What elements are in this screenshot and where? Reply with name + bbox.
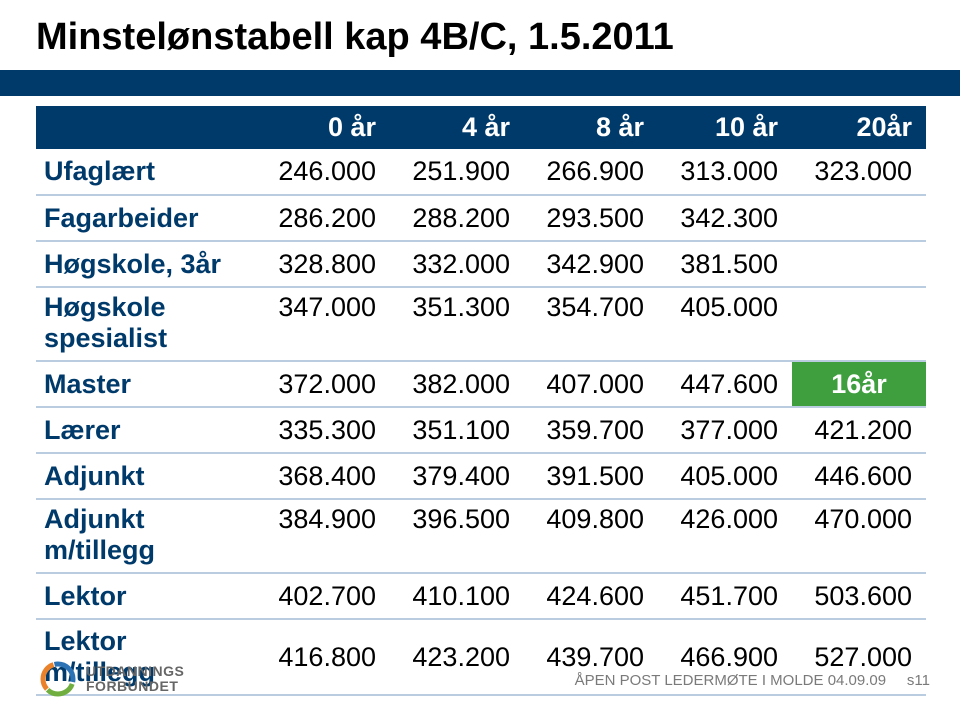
table-cell: 323.000 bbox=[792, 149, 926, 195]
row-label: Lektor bbox=[36, 573, 256, 619]
table-cell: 351.300 bbox=[390, 287, 524, 361]
table-row: Høgskolespesialist347.000351.300354.7004… bbox=[36, 287, 926, 361]
table-cell: 384.900 bbox=[256, 499, 390, 573]
table-cell bbox=[792, 287, 926, 361]
table-cell: 359.700 bbox=[524, 407, 658, 453]
footer-note: ÅPEN POST LEDERMØTE I MOLDE 04.09.09 bbox=[575, 672, 887, 689]
table-cell: 409.800 bbox=[524, 499, 658, 573]
table-cell: 379.400 bbox=[390, 453, 524, 499]
col-header: 10 år bbox=[658, 106, 792, 149]
highlight-badge: 16år bbox=[792, 362, 926, 406]
row-label: Master bbox=[36, 361, 256, 407]
table-cell: 424.600 bbox=[524, 573, 658, 619]
table-cell: 407.000 bbox=[524, 361, 658, 407]
col-header: 4 år bbox=[390, 106, 524, 149]
table-cell: 335.300 bbox=[256, 407, 390, 453]
table-cell: 447.600 bbox=[658, 361, 792, 407]
table-cell: 286.200 bbox=[256, 195, 390, 241]
logo-icon bbox=[40, 661, 76, 697]
logo-line1: UTDANNINGS bbox=[86, 664, 184, 679]
table-cell: 332.000 bbox=[390, 241, 524, 287]
table-cell: 342.900 bbox=[524, 241, 658, 287]
table-cell-badge: 16år bbox=[792, 361, 926, 407]
table-cell: 410.100 bbox=[390, 573, 524, 619]
table-row: Master372.000382.000407.000447.60016år bbox=[36, 361, 926, 407]
table-cell: 503.600 bbox=[792, 573, 926, 619]
table-cell: 405.000 bbox=[658, 287, 792, 361]
salary-table: 0 år4 år8 år10 år20årUfaglært246.000251.… bbox=[36, 106, 924, 696]
col-header: 0 år bbox=[256, 106, 390, 149]
slide-footer: UTDANNINGS FORBUNDET ÅPEN POST LEDERMØTE… bbox=[0, 655, 960, 699]
table-cell: 368.400 bbox=[256, 453, 390, 499]
table-cell: 381.500 bbox=[658, 241, 792, 287]
table-cell: 293.500 bbox=[524, 195, 658, 241]
table-cell: 246.000 bbox=[256, 149, 390, 195]
logo-line2: FORBUNDET bbox=[86, 679, 184, 694]
table-cell bbox=[792, 195, 926, 241]
page-number: s11 bbox=[907, 672, 930, 689]
table-row: Lektor402.700410.100424.600451.700503.60… bbox=[36, 573, 926, 619]
col-header: 8 år bbox=[524, 106, 658, 149]
table-cell: 377.000 bbox=[658, 407, 792, 453]
table-cell: 347.000 bbox=[256, 287, 390, 361]
table-row: Fagarbeider286.200288.200293.500342.300 bbox=[36, 195, 926, 241]
table-row: Adjunkt368.400379.400391.500405.000446.6… bbox=[36, 453, 926, 499]
row-label: Høgskolespesialist bbox=[36, 287, 256, 361]
table-cell: 342.300 bbox=[658, 195, 792, 241]
logo-text: UTDANNINGS FORBUNDET bbox=[86, 664, 184, 693]
table-cell: 421.200 bbox=[792, 407, 926, 453]
row-label: Adjunkt bbox=[36, 453, 256, 499]
col-header-blank bbox=[36, 106, 256, 149]
table-cell: 396.500 bbox=[390, 499, 524, 573]
table-cell: 446.600 bbox=[792, 453, 926, 499]
table-row: Lærer335.300351.100359.700377.000421.200 bbox=[36, 407, 926, 453]
row-label: Lærer bbox=[36, 407, 256, 453]
table-cell: 405.000 bbox=[658, 453, 792, 499]
row-label: Ufaglært bbox=[36, 149, 256, 195]
row-label: Fagarbeider bbox=[36, 195, 256, 241]
table-cell: 451.700 bbox=[658, 573, 792, 619]
table-cell: 313.000 bbox=[658, 149, 792, 195]
table-cell: 426.000 bbox=[658, 499, 792, 573]
table-cell: 354.700 bbox=[524, 287, 658, 361]
col-header: 20år bbox=[792, 106, 926, 149]
table-cell: 402.700 bbox=[256, 573, 390, 619]
table-cell bbox=[792, 241, 926, 287]
table-cell: 351.100 bbox=[390, 407, 524, 453]
table-row: Høgskole, 3år328.800332.000342.900381.50… bbox=[36, 241, 926, 287]
table-cell: 288.200 bbox=[390, 195, 524, 241]
slide-title: Minstelønstabell kap 4B/C, 1.5.2011 bbox=[36, 16, 674, 59]
table-cell: 251.900 bbox=[390, 149, 524, 195]
logo: UTDANNINGS FORBUNDET bbox=[40, 661, 184, 697]
title-underline bbox=[0, 70, 960, 96]
footer-text: ÅPEN POST LEDERMØTE I MOLDE 04.09.09 s11 bbox=[575, 672, 930, 689]
table-cell: 470.000 bbox=[792, 499, 926, 573]
table-cell: 391.500 bbox=[524, 453, 658, 499]
row-label: Høgskole, 3år bbox=[36, 241, 256, 287]
table-cell: 266.900 bbox=[524, 149, 658, 195]
table-row: Adjunktm/tillegg384.900396.500409.800426… bbox=[36, 499, 926, 573]
row-label: Adjunktm/tillegg bbox=[36, 499, 256, 573]
table-cell: 382.000 bbox=[390, 361, 524, 407]
table-cell: 328.800 bbox=[256, 241, 390, 287]
table-cell: 372.000 bbox=[256, 361, 390, 407]
table-row: Ufaglært246.000251.900266.900313.000323.… bbox=[36, 149, 926, 195]
